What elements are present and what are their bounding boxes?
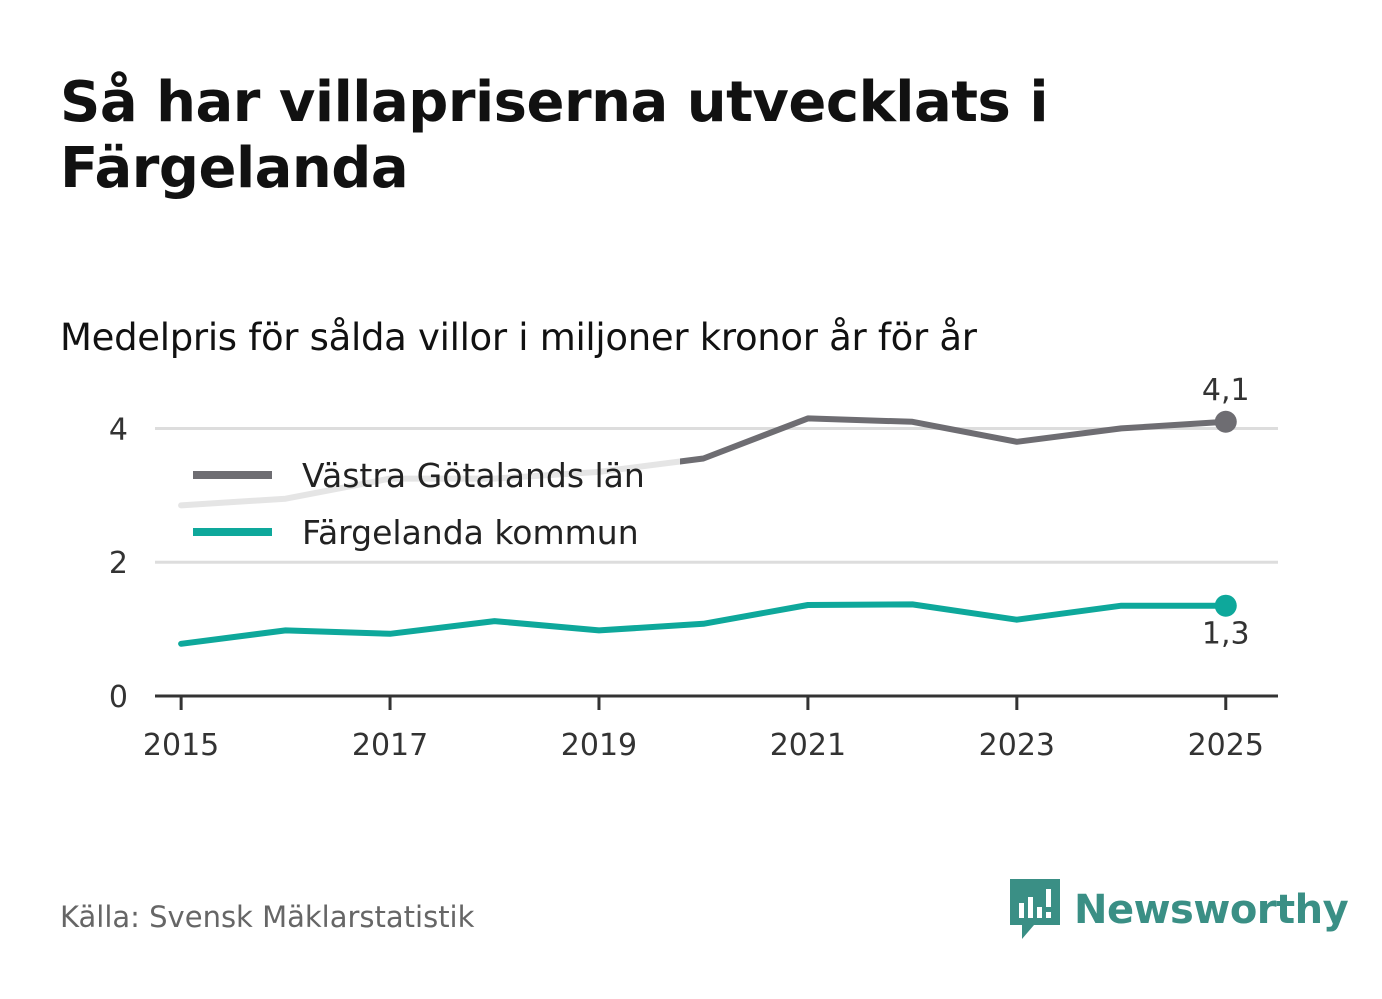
series-end-label-2: 1,3 [1202,617,1250,652]
x-tick-label-2017: 2017 [352,728,428,763]
series-end-label-1: 4,1 [1202,373,1250,408]
y-tick-label-0: 0 [109,680,128,715]
x-tick-label-2015: 2015 [143,728,219,763]
x-tick-label-2023: 2023 [979,728,1055,763]
source-note: Källa: Svensk Mäklarstatistik [60,900,475,934]
legend-label-1: Västra Götalands län [302,456,645,495]
legend-label-2: Färgelanda kommun [302,513,639,552]
x-tick-label-2019: 2019 [561,728,637,763]
brand-logo: Newsworthy [1010,878,1349,942]
x-tick-label-2021: 2021 [770,728,846,763]
newsworthy-logo-icon [1010,879,1060,939]
x-tick-label-2025: 2025 [1188,728,1264,763]
chart-subtitle: Medelpris för sålda villor i miljoner kr… [60,316,977,359]
series-line-2 [178,601,1229,647]
y-tick-label-4: 4 [109,412,128,447]
series-end-point-1 [1214,410,1237,433]
brand-name: Newsworthy [1074,887,1349,933]
y-tick-label-2: 2 [109,546,128,581]
chart-title: Så har villapriserna utvecklats i Färgel… [60,70,1049,201]
series-end-point-2 [1214,594,1237,617]
